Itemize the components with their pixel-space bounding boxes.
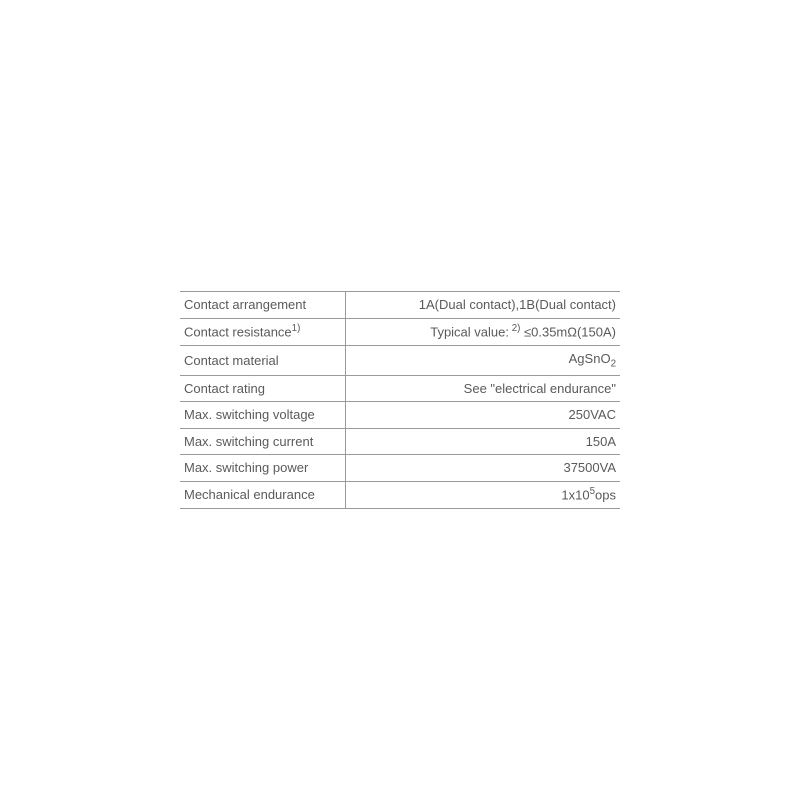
table-row: Max. switching current150A bbox=[180, 428, 620, 455]
spec-value: 1A(Dual contact),1B(Dual contact) bbox=[345, 292, 620, 319]
spec-table: Contact arrangement1A(Dual contact),1B(D… bbox=[180, 291, 620, 508]
table-row: Contact arrangement1A(Dual contact),1B(D… bbox=[180, 292, 620, 319]
spec-value: 1x105ops bbox=[345, 481, 620, 508]
spec-value: 250VAC bbox=[345, 402, 620, 429]
spec-label: Max. switching power bbox=[180, 455, 345, 482]
table-row: Max. switching power37500VA bbox=[180, 455, 620, 482]
spec-label: Max. switching current bbox=[180, 428, 345, 455]
spec-label: Contact arrangement bbox=[180, 292, 345, 319]
table-row: Contact materialAgSnO2 bbox=[180, 345, 620, 375]
spec-label: Max. switching voltage bbox=[180, 402, 345, 429]
spec-value: 150A bbox=[345, 428, 620, 455]
spec-table-body: Contact arrangement1A(Dual contact),1B(D… bbox=[180, 292, 620, 508]
spec-label: Contact rating bbox=[180, 375, 345, 402]
table-row: Contact resistance1)Typical value: 2) ≤0… bbox=[180, 318, 620, 345]
spec-label: Contact resistance1) bbox=[180, 318, 345, 345]
spec-value: AgSnO2 bbox=[345, 345, 620, 375]
table-row: Mechanical endurance1x105ops bbox=[180, 481, 620, 508]
spec-value: 37500VA bbox=[345, 455, 620, 482]
spec-label: Contact material bbox=[180, 345, 345, 375]
spec-value: See "electrical endurance" bbox=[345, 375, 620, 402]
spec-label: Mechanical endurance bbox=[180, 481, 345, 508]
table-row: Max. switching voltage250VAC bbox=[180, 402, 620, 429]
table-row: Contact ratingSee "electrical endurance" bbox=[180, 375, 620, 402]
spec-value: Typical value: 2) ≤0.35mΩ(150A) bbox=[345, 318, 620, 345]
